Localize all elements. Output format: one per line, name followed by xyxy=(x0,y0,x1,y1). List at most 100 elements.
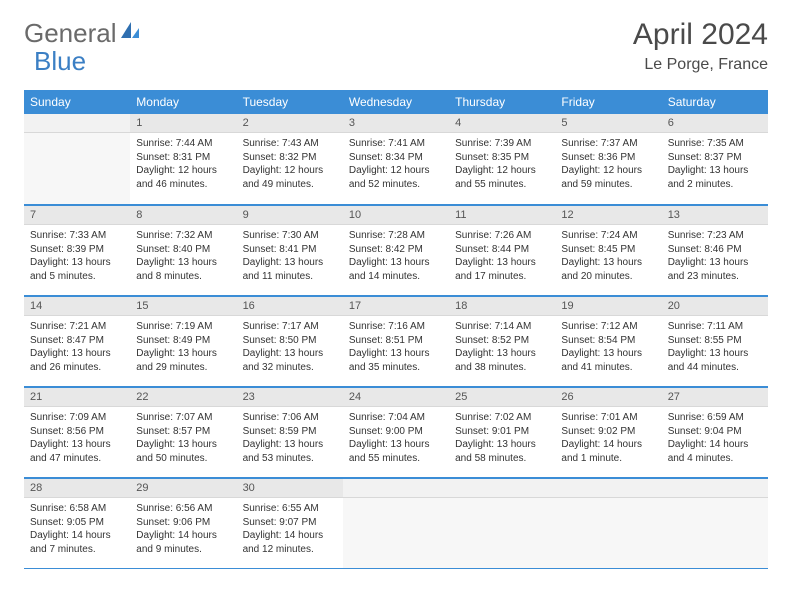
calendar-day-cell: 18Sunrise: 7:14 AMSunset: 8:52 PMDayligh… xyxy=(449,296,555,386)
day-number-empty xyxy=(343,479,449,498)
sunset-line: Sunset: 8:46 PM xyxy=(668,243,762,257)
sunset-line: Sunset: 8:37 PM xyxy=(668,151,762,165)
day-number: 30 xyxy=(237,479,343,498)
sunset-line: Sunset: 9:02 PM xyxy=(561,425,655,439)
calendar-day-cell: 19Sunrise: 7:12 AMSunset: 8:54 PMDayligh… xyxy=(555,296,661,386)
calendar-day-cell: 4Sunrise: 7:39 AMSunset: 8:35 PMDaylight… xyxy=(449,114,555,204)
daylight-line: Daylight: 13 hours and 55 minutes. xyxy=(349,438,443,465)
calendar-day-cell xyxy=(449,478,555,568)
day-details: Sunrise: 7:06 AMSunset: 8:59 PMDaylight:… xyxy=(237,407,343,471)
logo-text-a: General xyxy=(24,18,117,49)
calendar-day-cell: 24Sunrise: 7:04 AMSunset: 9:00 PMDayligh… xyxy=(343,387,449,477)
calendar-day-cell: 16Sunrise: 7:17 AMSunset: 8:50 PMDayligh… xyxy=(237,296,343,386)
daylight-line: Daylight: 13 hours and 53 minutes. xyxy=(243,438,337,465)
sunset-line: Sunset: 9:06 PM xyxy=(136,516,230,530)
sunset-line: Sunset: 8:52 PM xyxy=(455,334,549,348)
day-number: 22 xyxy=(130,388,236,407)
sunset-line: Sunset: 9:00 PM xyxy=(349,425,443,439)
day-number-empty xyxy=(449,479,555,498)
sunrise-line: Sunrise: 7:17 AM xyxy=(243,320,337,334)
sunrise-line: Sunrise: 7:32 AM xyxy=(136,229,230,243)
day-number: 3 xyxy=(343,114,449,133)
sunset-line: Sunset: 8:45 PM xyxy=(561,243,655,257)
day-number: 7 xyxy=(24,206,130,225)
calendar-table: Sunday Monday Tuesday Wednesday Thursday… xyxy=(24,90,768,569)
day-details: Sunrise: 7:41 AMSunset: 8:34 PMDaylight:… xyxy=(343,133,449,197)
sunrise-line: Sunrise: 7:02 AM xyxy=(455,411,549,425)
month-title: April 2024 xyxy=(633,18,768,52)
location: Le Porge, France xyxy=(633,56,768,74)
sunrise-line: Sunrise: 7:06 AM xyxy=(243,411,337,425)
sunrise-line: Sunrise: 7:35 AM xyxy=(668,137,762,151)
day-details: Sunrise: 7:02 AMSunset: 9:01 PMDaylight:… xyxy=(449,407,555,471)
calendar-day-cell: 10Sunrise: 7:28 AMSunset: 8:42 PMDayligh… xyxy=(343,205,449,295)
sunset-line: Sunset: 8:44 PM xyxy=(455,243,549,257)
logo-text-b: Blue xyxy=(34,46,86,77)
sunrise-line: Sunrise: 6:58 AM xyxy=(30,502,124,516)
sunset-line: Sunset: 8:36 PM xyxy=(561,151,655,165)
daylight-line: Daylight: 14 hours and 7 minutes. xyxy=(30,529,124,556)
sunset-line: Sunset: 8:54 PM xyxy=(561,334,655,348)
sunrise-line: Sunrise: 7:28 AM xyxy=(349,229,443,243)
weekday-header: Sunday xyxy=(24,90,130,114)
sunrise-line: Sunrise: 7:37 AM xyxy=(561,137,655,151)
daylight-line: Daylight: 12 hours and 46 minutes. xyxy=(136,164,230,191)
day-details: Sunrise: 7:33 AMSunset: 8:39 PMDaylight:… xyxy=(24,225,130,289)
daylight-line: Daylight: 13 hours and 11 minutes. xyxy=(243,256,337,283)
day-number: 9 xyxy=(237,206,343,225)
weekday-header: Thursday xyxy=(449,90,555,114)
day-details: Sunrise: 7:28 AMSunset: 8:42 PMDaylight:… xyxy=(343,225,449,289)
day-details: Sunrise: 7:32 AMSunset: 8:40 PMDaylight:… xyxy=(130,225,236,289)
day-details: Sunrise: 6:59 AMSunset: 9:04 PMDaylight:… xyxy=(662,407,768,471)
day-number: 23 xyxy=(237,388,343,407)
daylight-line: Daylight: 13 hours and 38 minutes. xyxy=(455,347,549,374)
calendar-day-cell: 20Sunrise: 7:11 AMSunset: 8:55 PMDayligh… xyxy=(662,296,768,386)
day-number: 17 xyxy=(343,297,449,316)
daylight-line: Daylight: 12 hours and 55 minutes. xyxy=(455,164,549,191)
day-details: Sunrise: 7:30 AMSunset: 8:41 PMDaylight:… xyxy=(237,225,343,289)
sunrise-line: Sunrise: 7:19 AM xyxy=(136,320,230,334)
sunrise-line: Sunrise: 7:16 AM xyxy=(349,320,443,334)
sunset-line: Sunset: 9:01 PM xyxy=(455,425,549,439)
sunrise-line: Sunrise: 6:55 AM xyxy=(243,502,337,516)
day-number: 5 xyxy=(555,114,661,133)
weekday-header: Saturday xyxy=(662,90,768,114)
calendar-day-cell: 22Sunrise: 7:07 AMSunset: 8:57 PMDayligh… xyxy=(130,387,236,477)
calendar-day-cell xyxy=(555,478,661,568)
calendar-day-cell: 23Sunrise: 7:06 AMSunset: 8:59 PMDayligh… xyxy=(237,387,343,477)
sunrise-line: Sunrise: 6:59 AM xyxy=(668,411,762,425)
sunset-line: Sunset: 8:32 PM xyxy=(243,151,337,165)
title-block: April 2024 Le Porge, France xyxy=(633,18,768,74)
sunrise-line: Sunrise: 7:21 AM xyxy=(30,320,124,334)
daylight-line: Daylight: 13 hours and 41 minutes. xyxy=(561,347,655,374)
day-details: Sunrise: 7:16 AMSunset: 8:51 PMDaylight:… xyxy=(343,316,449,380)
day-details: Sunrise: 7:07 AMSunset: 8:57 PMDaylight:… xyxy=(130,407,236,471)
calendar-week-row: 28Sunrise: 6:58 AMSunset: 9:05 PMDayligh… xyxy=(24,478,768,568)
daylight-line: Daylight: 13 hours and 32 minutes. xyxy=(243,347,337,374)
sunset-line: Sunset: 8:57 PM xyxy=(136,425,230,439)
day-details: Sunrise: 7:01 AMSunset: 9:02 PMDaylight:… xyxy=(555,407,661,471)
day-number-empty xyxy=(24,114,130,133)
day-number-empty xyxy=(555,479,661,498)
daylight-line: Daylight: 13 hours and 17 minutes. xyxy=(455,256,549,283)
day-number: 2 xyxy=(237,114,343,133)
weekday-header-row: Sunday Monday Tuesday Wednesday Thursday… xyxy=(24,90,768,114)
sunrise-line: Sunrise: 7:11 AM xyxy=(668,320,762,334)
daylight-line: Daylight: 13 hours and 26 minutes. xyxy=(30,347,124,374)
sunrise-line: Sunrise: 7:26 AM xyxy=(455,229,549,243)
daylight-line: Daylight: 13 hours and 58 minutes. xyxy=(455,438,549,465)
calendar-day-cell: 2Sunrise: 7:43 AMSunset: 8:32 PMDaylight… xyxy=(237,114,343,204)
day-number: 21 xyxy=(24,388,130,407)
daylight-line: Daylight: 13 hours and 29 minutes. xyxy=(136,347,230,374)
sunrise-line: Sunrise: 7:41 AM xyxy=(349,137,443,151)
day-details: Sunrise: 6:56 AMSunset: 9:06 PMDaylight:… xyxy=(130,498,236,562)
day-details: Sunrise: 6:58 AMSunset: 9:05 PMDaylight:… xyxy=(24,498,130,562)
weekday-header: Monday xyxy=(130,90,236,114)
day-number: 1 xyxy=(130,114,236,133)
day-number: 19 xyxy=(555,297,661,316)
calendar-day-cell: 11Sunrise: 7:26 AMSunset: 8:44 PMDayligh… xyxy=(449,205,555,295)
day-details: Sunrise: 7:17 AMSunset: 8:50 PMDaylight:… xyxy=(237,316,343,380)
daylight-line: Daylight: 12 hours and 59 minutes. xyxy=(561,164,655,191)
daylight-line: Daylight: 13 hours and 44 minutes. xyxy=(668,347,762,374)
daylight-line: Daylight: 14 hours and 9 minutes. xyxy=(136,529,230,556)
